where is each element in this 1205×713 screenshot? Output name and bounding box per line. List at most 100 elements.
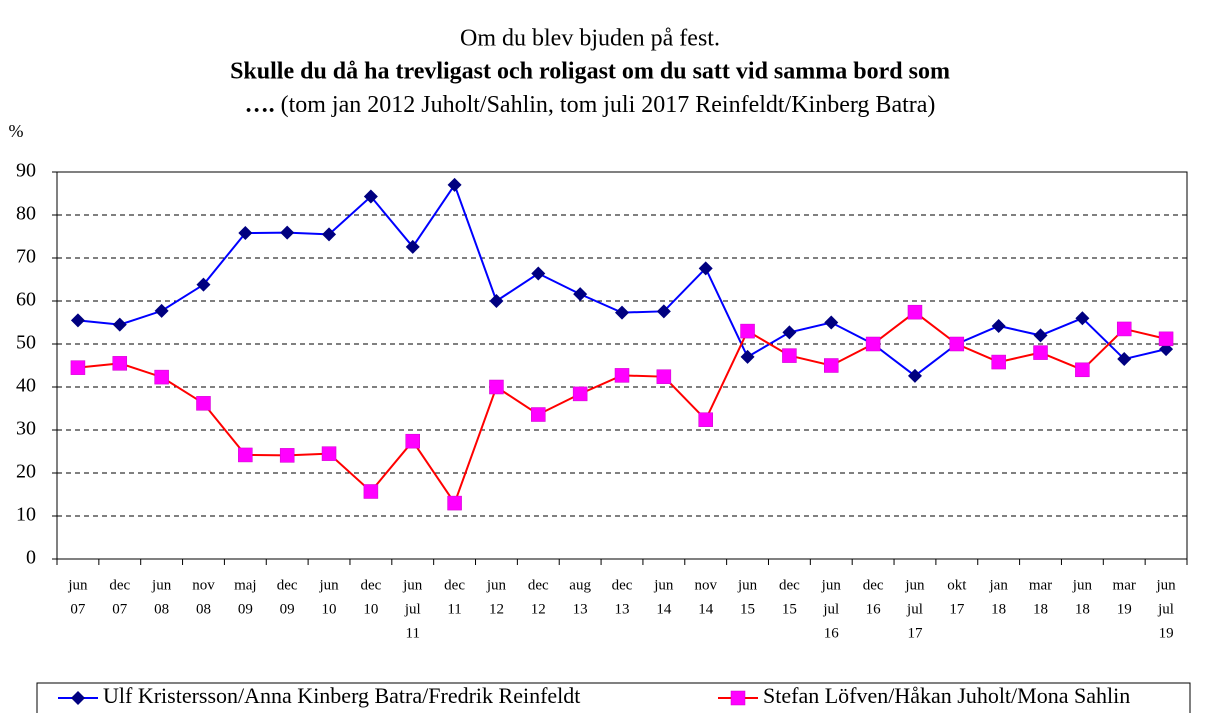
- x-tick-label: jul: [822, 601, 839, 617]
- x-tick-label: jun: [1155, 577, 1176, 593]
- point: [656, 369, 672, 384]
- chart-title: Om du blev bjuden på fest.: [460, 26, 720, 52]
- x-tick-label: nov: [192, 577, 215, 593]
- x-tick-label: jun: [821, 577, 842, 593]
- point: [321, 446, 337, 461]
- point: [907, 368, 922, 383]
- series-line: [77, 310, 1167, 506]
- x-tick-label: 07: [70, 601, 86, 617]
- x-tick-label: mar: [1113, 577, 1136, 593]
- x-tick-label: okt: [947, 577, 967, 593]
- x-tick-label: 09: [238, 601, 253, 617]
- x-tick-label: jun: [67, 577, 88, 593]
- x-tick-label: jun: [653, 577, 674, 593]
- point: [531, 266, 546, 281]
- x-tick-label: mar: [1029, 577, 1052, 593]
- point: [1117, 352, 1132, 367]
- x-tick-label: 16: [866, 601, 882, 617]
- x-tick-label: 12: [531, 601, 546, 617]
- x-tick-label: 19: [1117, 601, 1132, 617]
- point: [489, 294, 504, 308]
- x-tick-label: 14: [698, 601, 714, 617]
- point: [573, 287, 588, 302]
- x-tick-label: 13: [615, 601, 630, 617]
- series-line: [77, 182, 1167, 378]
- y-tick-label: 0: [26, 547, 36, 569]
- x-tick-label: 11: [447, 601, 461, 617]
- y-tick-label: 30: [16, 418, 36, 440]
- point: [363, 484, 379, 499]
- y-tick-label: 70: [16, 246, 36, 268]
- x-tick-label: jan: [989, 577, 1009, 593]
- point: [991, 354, 1006, 370]
- x-tick-label: 12: [489, 601, 504, 617]
- point: [865, 336, 881, 352]
- point: [447, 495, 462, 511]
- legend-marker: [71, 691, 85, 705]
- point: [698, 412, 713, 427]
- point: [824, 315, 839, 330]
- x-tick-label: dec: [109, 577, 130, 593]
- x-tick-label: jun: [151, 577, 172, 593]
- y-tick-label: 20: [16, 461, 36, 483]
- point: [615, 305, 629, 320]
- x-tick-label: jun: [737, 577, 758, 593]
- chart-note: (tom jan 2012 Juholt/Sahlin, tom juli 20…: [281, 92, 936, 118]
- x-tick-label: 18: [991, 601, 1006, 617]
- point: [614, 368, 630, 383]
- point: [322, 227, 337, 242]
- point: [112, 317, 127, 332]
- plot-frame: [56, 171, 1188, 560]
- point: [238, 226, 253, 241]
- x-tick-label: dec: [277, 577, 298, 593]
- y-tick-label: 40: [16, 375, 36, 397]
- x-tick-label: 19: [1159, 625, 1174, 641]
- x-tick-label: jun: [402, 577, 423, 593]
- point: [405, 433, 420, 449]
- x-tick-label: jun: [904, 577, 925, 593]
- x-tick-label: 11: [406, 625, 420, 641]
- x-tick-label: 14: [656, 601, 672, 617]
- y-tick-label: 80: [16, 203, 36, 225]
- point: [656, 304, 671, 319]
- x-tick-label: 08: [196, 601, 211, 617]
- x-tick-label: 13: [573, 601, 588, 617]
- point: [1033, 328, 1048, 343]
- chart-note-line: …. (tom jan 2012 Juholt/Sahlin, tom juli…: [245, 92, 936, 118]
- y-axis-label: %: [9, 121, 24, 141]
- x-tick-label: maj: [234, 577, 257, 593]
- x-tick-label: 15: [782, 601, 797, 617]
- point: [907, 304, 923, 320]
- x-tick-label: 10: [322, 601, 337, 617]
- x-tick-label: dec: [528, 577, 549, 593]
- x-tick-label: jul: [1157, 601, 1174, 617]
- point: [196, 277, 211, 292]
- x-tick-label: nov: [694, 577, 717, 593]
- x-tick-label: aug: [569, 577, 591, 593]
- point: [280, 225, 295, 240]
- x-tick-label: jun: [318, 577, 339, 593]
- point: [70, 360, 86, 375]
- x-tick-label: 18: [1033, 601, 1048, 617]
- point: [572, 386, 588, 402]
- x-tick-label: 16: [824, 625, 840, 641]
- x-tick-label: 07: [112, 601, 128, 617]
- legend-label: Ulf Kristersson/Anna Kinberg Batra/Fredr…: [103, 683, 580, 708]
- y-tick-label: 90: [16, 160, 36, 182]
- x-tick-label: dec: [360, 577, 381, 593]
- x-tick-label: 08: [154, 601, 169, 617]
- y-tick-label: 10: [16, 504, 36, 526]
- x-tick-label: dec: [612, 577, 633, 593]
- point: [238, 447, 253, 463]
- point: [698, 261, 713, 276]
- x-tick-label: jun: [1072, 577, 1093, 593]
- point: [1116, 321, 1132, 337]
- point: [196, 396, 211, 411]
- point: [782, 325, 797, 340]
- x-tick-label: jun: [486, 577, 507, 593]
- legend-marker: [730, 690, 746, 706]
- x-tick-label: dec: [863, 577, 884, 593]
- point: [405, 239, 420, 254]
- x-tick-label: dec: [444, 577, 465, 593]
- legend-box: [36, 682, 1191, 713]
